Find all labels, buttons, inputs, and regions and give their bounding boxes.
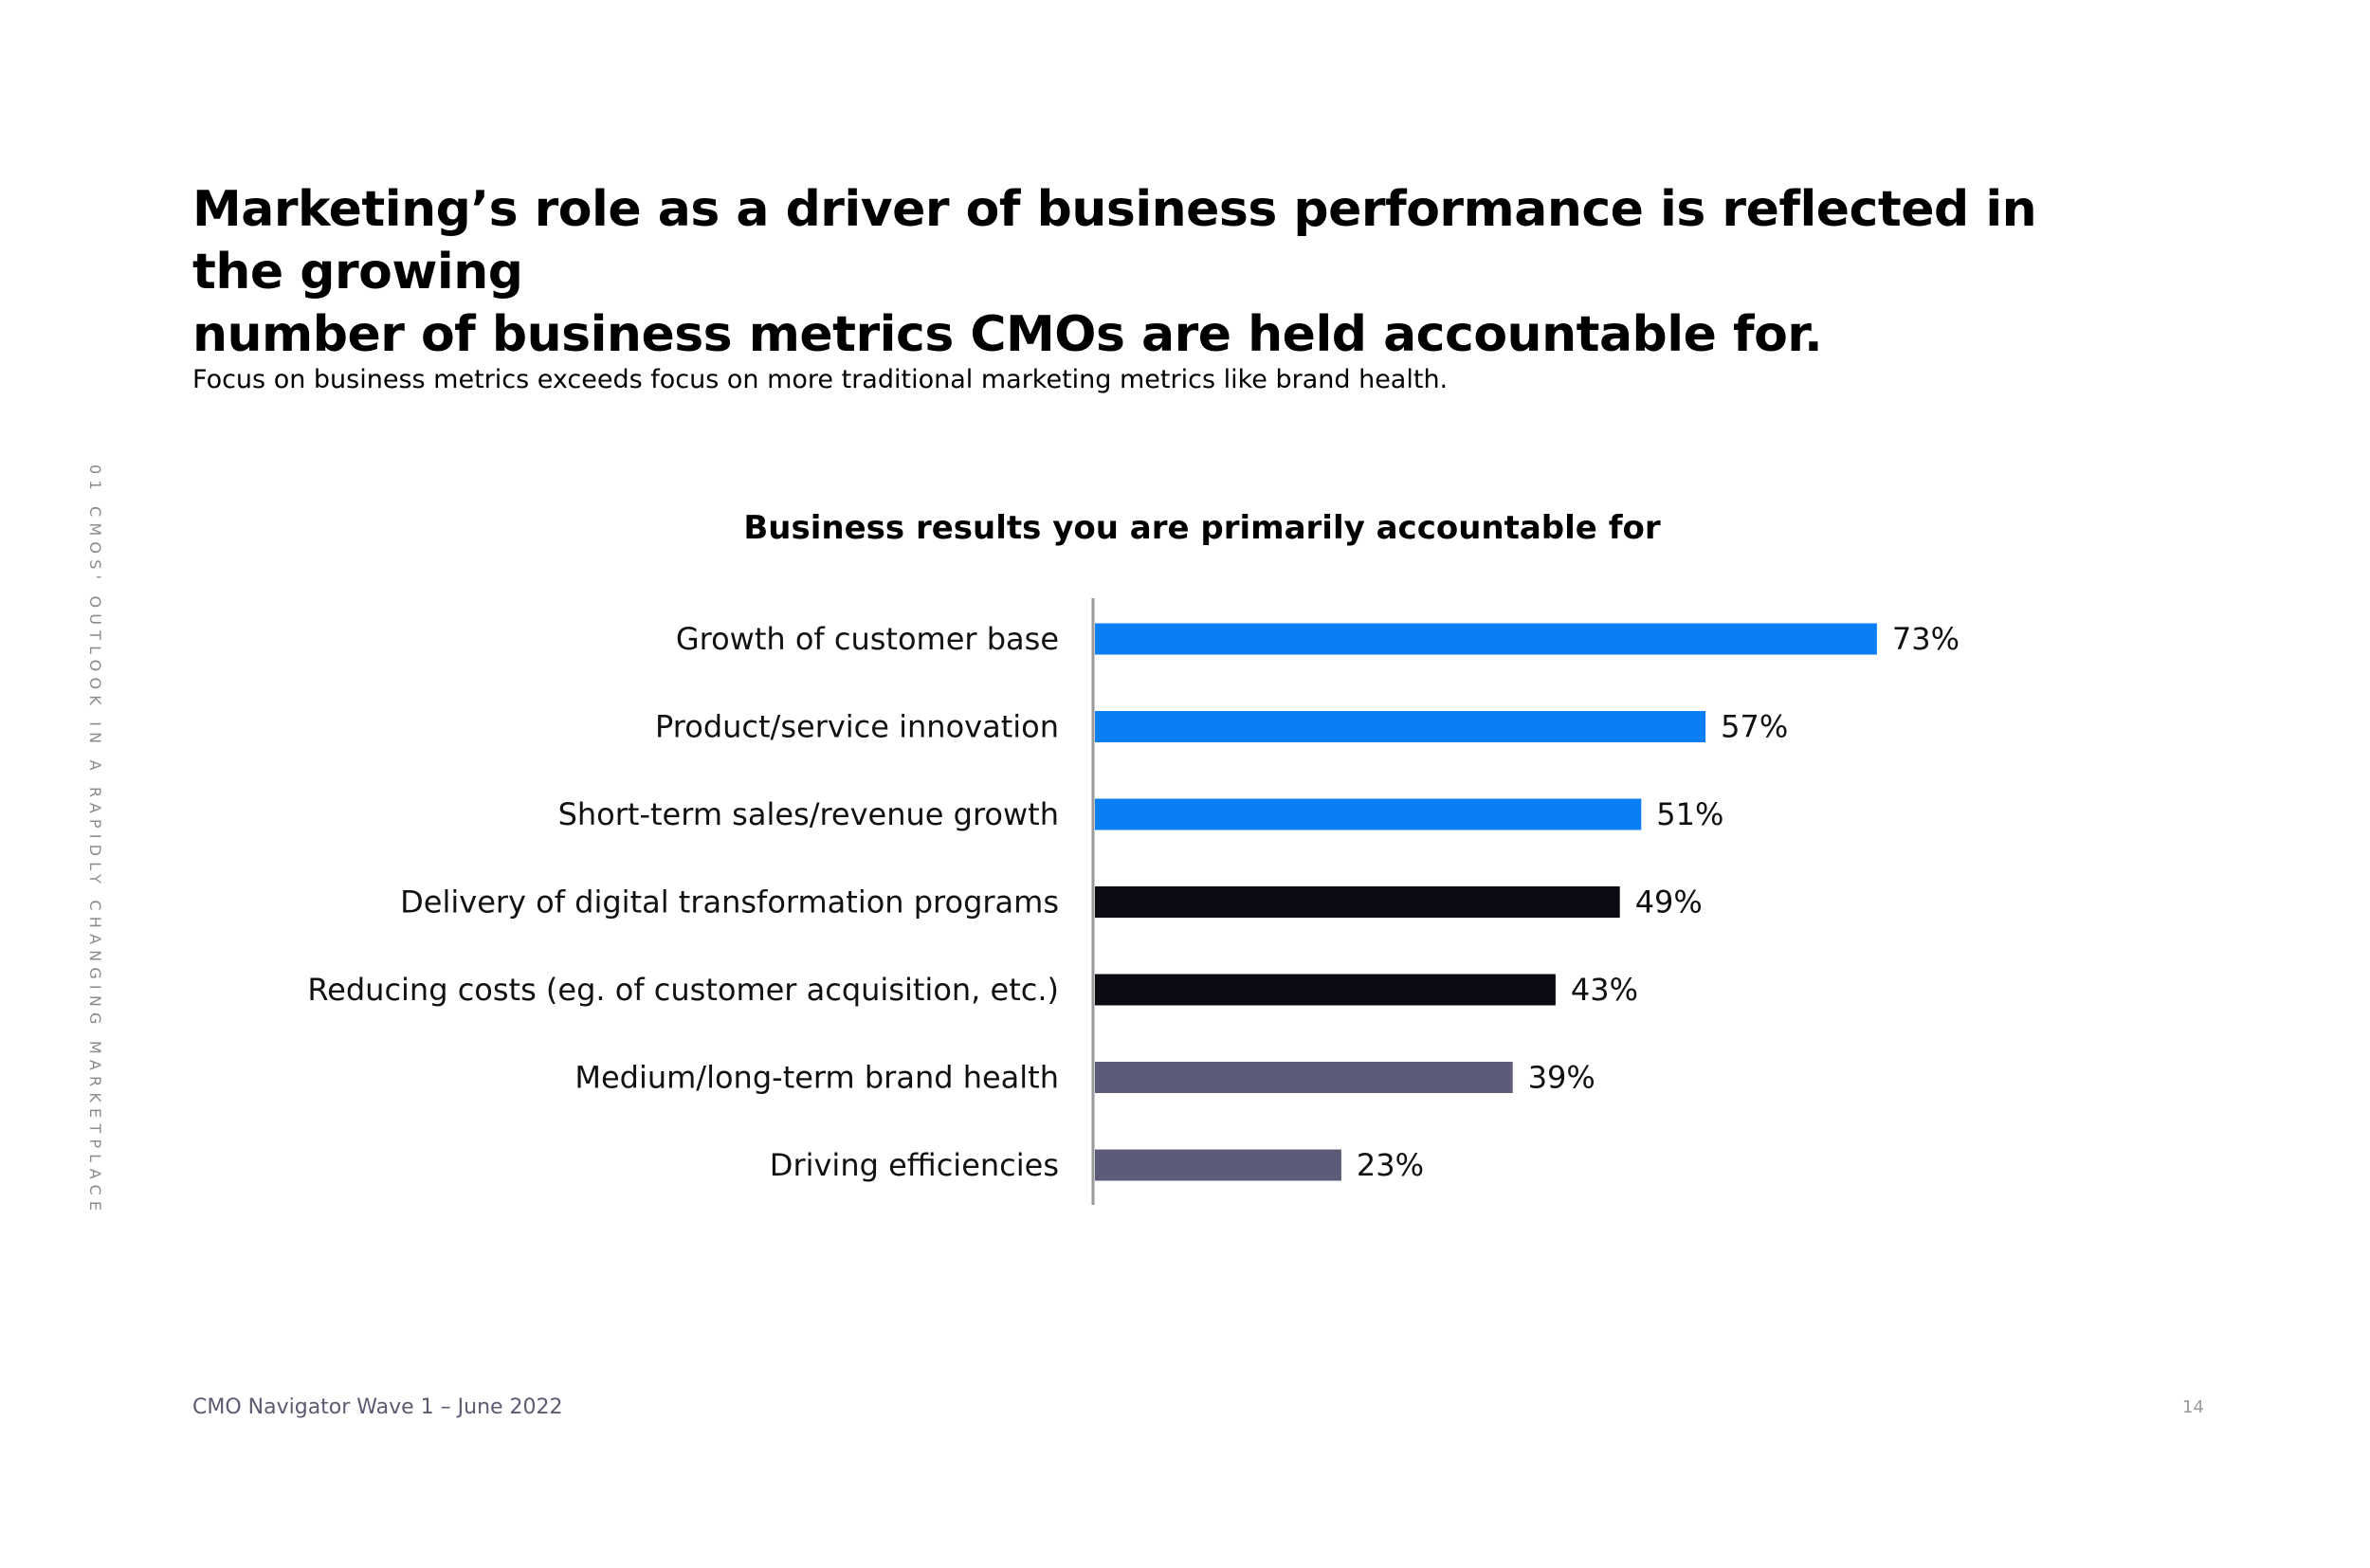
chart-title: Business results you are primarily accou…	[743, 509, 1660, 547]
page-number: 14	[2182, 1397, 2204, 1417]
category-label: Short-term sales/revenue growth	[558, 796, 1059, 832]
footer-source: CMO Navigator Wave 1 – June 2022	[192, 1395, 563, 1419]
data-label: 23%	[1357, 1147, 1424, 1183]
page-title: Marketing’s role as a driver of business…	[192, 178, 2136, 366]
bar	[1095, 886, 1620, 918]
category-label: Delivery of digital transformation progr…	[400, 884, 1059, 921]
category-label: Medium/long-term brand health	[574, 1060, 1059, 1096]
category-label: Growth of customer base	[676, 621, 1059, 657]
bar	[1095, 1149, 1341, 1181]
data-label: 57%	[1721, 709, 1788, 745]
bar	[1095, 798, 1642, 830]
category-label: Driving efficiencies	[770, 1147, 1059, 1183]
page-subtitle: Focus on business metrics exceeds focus …	[192, 365, 1449, 394]
bar	[1095, 623, 1877, 655]
data-label: 39%	[1528, 1060, 1595, 1096]
data-label: 43%	[1571, 972, 1638, 1008]
data-label: 49%	[1635, 884, 1703, 921]
bar	[1095, 974, 1556, 1006]
data-label: 73%	[1892, 621, 1960, 657]
bar	[1095, 1062, 1513, 1093]
page-title-line-1: Marketing’s role as a driver of business…	[192, 181, 2037, 301]
bar	[1095, 711, 1706, 742]
page-title-line-2: number of business metrics CMOs are held…	[192, 306, 1823, 363]
category-label: Product/service innovation	[655, 709, 1059, 745]
data-label: 51%	[1656, 796, 1723, 832]
category-label: Reducing costs (eg. of customer acquisit…	[307, 972, 1059, 1008]
